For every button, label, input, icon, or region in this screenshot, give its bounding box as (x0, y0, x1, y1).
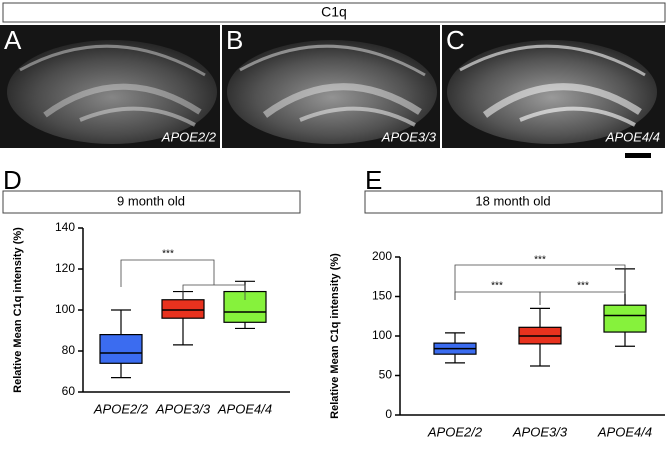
chart-title: 18 month old (475, 193, 550, 208)
x-tick-label: APOE4/4 (597, 424, 652, 439)
y-tick-label: 100 (372, 328, 392, 342)
y-axis-label: Relative Mean C1q intensity (%) (329, 253, 341, 419)
title-box (2, 2, 666, 23)
x-tick-label: APOE2/2 (93, 401, 149, 416)
significance-bracket (454, 291, 541, 305)
x-tick-label: APOE3/3 (512, 424, 568, 439)
chart-title: 9 month old (117, 193, 185, 208)
significance-label: *** (534, 255, 546, 266)
panel-letter: C (446, 25, 465, 55)
scale-bar (625, 153, 651, 158)
y-tick-label: 100 (55, 302, 75, 316)
figure-title: C1q (321, 4, 347, 20)
box (603, 304, 647, 333)
image-panel (442, 25, 665, 148)
significance-label: *** (577, 281, 589, 292)
box (161, 299, 205, 319)
y-axis-label: Relative Mean C1q intensity (%) (12, 227, 24, 393)
subtitle-box (2, 190, 301, 214)
significance-bracket (182, 284, 246, 300)
significance-label: *** (491, 281, 503, 292)
y-tick-label: 0 (385, 407, 392, 421)
x-tick-label: APOE3/3 (155, 401, 211, 416)
x-tick-label: APOE4/4 (217, 401, 272, 416)
panel-letter: B (226, 25, 243, 55)
y-tick-label: 200 (372, 249, 392, 263)
genotype-label: APOE4/4 (605, 129, 660, 144)
y-tick-label: 120 (55, 261, 75, 275)
significance-bracket (454, 264, 626, 300)
genotype-label: APOE3/3 (381, 129, 437, 144)
y-tick-label: 150 (372, 289, 392, 303)
y-tick-label: 80 (62, 343, 76, 357)
significance-bracket (120, 259, 215, 287)
panel-letter: E (365, 165, 382, 195)
significance-label: *** (162, 249, 174, 260)
image-panel (0, 25, 220, 148)
y-tick-label: 50 (379, 368, 393, 382)
genotype-label: APOE2/2 (161, 129, 217, 144)
image-panel (222, 25, 440, 148)
y-tick-label: 140 (55, 220, 75, 234)
panel-letter: A (4, 25, 22, 55)
subtitle-box (364, 190, 663, 214)
panel-letter: D (3, 165, 22, 195)
box (99, 334, 143, 364)
significance-bracket (539, 291, 626, 305)
y-tick-label: 60 (62, 384, 76, 398)
x-tick-label: APOE2/2 (427, 424, 483, 439)
